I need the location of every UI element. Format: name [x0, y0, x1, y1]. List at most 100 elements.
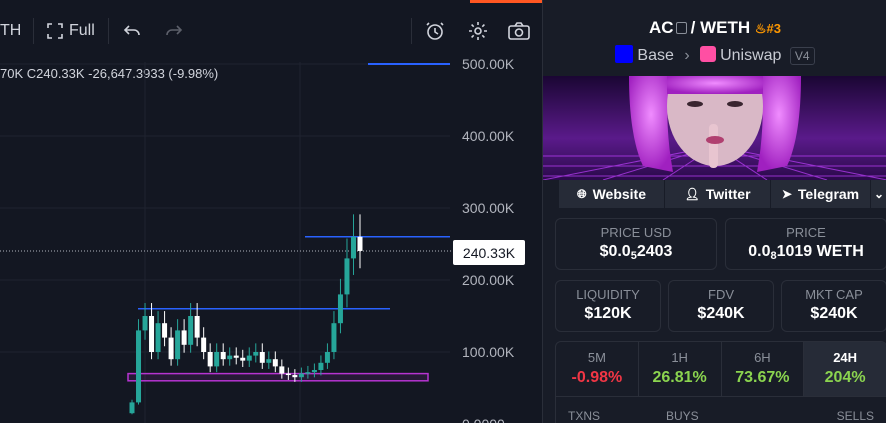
twitter-button[interactable]: 👤︎ Twitter: [665, 180, 771, 208]
ohlc-legend: 70K C240.33K -26,647.3933 (-9.98%): [0, 66, 219, 81]
candle-body: [350, 236, 356, 259]
candle-body: [129, 402, 135, 414]
tf-1h-tab[interactable]: 1H 26.81%: [639, 342, 722, 396]
price-axis-tick: 300.00K: [462, 200, 515, 216]
candle-body: [324, 352, 330, 363]
candle-body: [175, 330, 181, 360]
candle-body: [181, 330, 187, 345]
chart-drawings: [0, 63, 452, 382]
tf-24h-change: 204%: [824, 369, 866, 386]
social-links-row: 🌐︎ Website 👤︎ Twitter ➤ Telegram ⌄: [559, 180, 886, 208]
token-info-pane: AC / WETH ♨#3 Base › Uniswap V4: [542, 0, 886, 423]
full-button[interactable]: Full: [69, 22, 95, 39]
chart-toolbar: TH Full: [0, 0, 542, 62]
mktcap-label: MKT CAP: [805, 287, 863, 302]
toolbar-divider: [108, 18, 109, 44]
dex-version-badge: V4: [789, 47, 815, 65]
price-usd-label: PRICE USD: [600, 225, 672, 240]
buys-label: BUYS: [666, 409, 699, 423]
fullscreen-icon[interactable]: [42, 18, 68, 44]
website-button[interactable]: 🌐︎ Website: [559, 180, 665, 208]
txns-label: TXNS: [568, 409, 601, 423]
price-axis-tick: 200.00K: [462, 272, 515, 288]
liquidity-label: LIQUIDITY: [576, 287, 640, 302]
candle-body: [227, 355, 233, 360]
candle-body: [253, 352, 259, 356]
chevron-down-icon: ⌄: [873, 187, 885, 201]
fdv-label: FDV: [708, 287, 734, 302]
more-links-button[interactable]: ⌄: [871, 180, 886, 208]
price-usd-box: PRICE USD $0.052403: [555, 218, 717, 270]
camera-snapshot-icon[interactable]: [506, 18, 532, 44]
website-label: Website: [592, 186, 647, 202]
symbol-button[interactable]: TH: [0, 22, 22, 39]
candle-body: [259, 352, 265, 363]
candle-series: [129, 214, 363, 415]
candle-body: [136, 330, 142, 403]
support-zone-box: [127, 372, 429, 382]
candle-body: [201, 337, 207, 352]
fdv-value: $240K: [697, 305, 745, 322]
candle-body: [279, 366, 285, 374]
candle-body: [142, 316, 148, 331]
telegram-icon: ➤: [781, 187, 792, 201]
candle-body: [305, 372, 311, 374]
base-symbol: AC: [649, 18, 674, 37]
tf-1h-change: 26.81%: [652, 369, 707, 386]
candle-body: [240, 357, 246, 361]
quote-symbol: WETH: [700, 18, 751, 37]
candle-body: [162, 323, 168, 338]
pair-separator: /: [690, 18, 696, 37]
price-axis-tick: 500.00K: [462, 56, 515, 72]
chart-pane[interactable]: TH Full: [0, 0, 542, 423]
candle-body: [298, 373, 304, 378]
token-banner-image: [543, 76, 886, 180]
chain-name[interactable]: Base: [637, 47, 674, 64]
telegram-button[interactable]: ➤ Telegram: [771, 180, 871, 208]
active-tab-indicator: [470, 0, 542, 3]
candle-body: [149, 316, 155, 352]
liquidity-box: LIQUIDITY $120K: [555, 280, 661, 332]
candle-body: [188, 316, 194, 345]
tf-6h-tab[interactable]: 6H 73.67%: [722, 342, 805, 396]
telegram-label: Telegram: [797, 186, 860, 202]
candle-body: [207, 352, 213, 367]
dex-name[interactable]: Uniswap: [720, 47, 782, 64]
candle-body: [194, 316, 200, 338]
candle-body: [337, 294, 343, 324]
globe-icon: 🌐︎: [576, 186, 587, 201]
tf-24h-tab[interactable]: 24H 204%: [804, 342, 886, 396]
price-axis-tick: 100.00K: [462, 344, 515, 360]
candle-body: [214, 352, 220, 367]
redo-icon[interactable]: [161, 18, 187, 44]
price-weth-box: PRICE 0.081019 WETH: [725, 218, 886, 270]
twitter-label: Twitter: [705, 186, 751, 202]
mktcap-box: MKT CAP $240K: [781, 280, 886, 332]
toolbar-divider: [411, 18, 412, 44]
candle-body: [168, 337, 174, 360]
price-chart[interactable]: 500.00K 400.00K 300.00K 200.00K 100.00K 0.000…: [0, 0, 542, 423]
candle-body: [331, 323, 337, 352]
alert-clock-icon[interactable]: [422, 18, 448, 44]
settings-gear-icon[interactable]: [465, 18, 491, 44]
uniswap-icon: [700, 46, 717, 62]
timeframe-change-row: 5M -0.98% 1H 26.81% 6H 73.67% 24H 204%: [555, 341, 886, 397]
liquidity-value: $120K: [584, 305, 632, 322]
tf-5m-tab[interactable]: 5M -0.98%: [556, 342, 639, 396]
undo-icon[interactable]: [119, 18, 145, 44]
price-axis: 500.00K 400.00K 300.00K 200.00K 100.00K 0.000…: [462, 56, 515, 423]
sells-label: SELLS: [836, 409, 874, 423]
price-axis-tick: 400.00K: [462, 128, 515, 144]
copy-icon[interactable]: [675, 22, 687, 34]
candle-body: [155, 323, 161, 352]
user-icon: 👤︎: [684, 187, 700, 201]
candle-body: [311, 370, 317, 373]
tf-5m-change: -0.98%: [571, 369, 623, 386]
candle-body: [246, 355, 252, 361]
pair-title: AC / WETH ♨#3: [543, 18, 886, 38]
candle-body: [285, 373, 291, 376]
trending-rank-badge[interactable]: #3: [766, 21, 781, 36]
candle-body: [233, 355, 239, 358]
tf-6h-change: 73.67%: [735, 369, 790, 386]
base-chain-icon: [615, 45, 634, 63]
